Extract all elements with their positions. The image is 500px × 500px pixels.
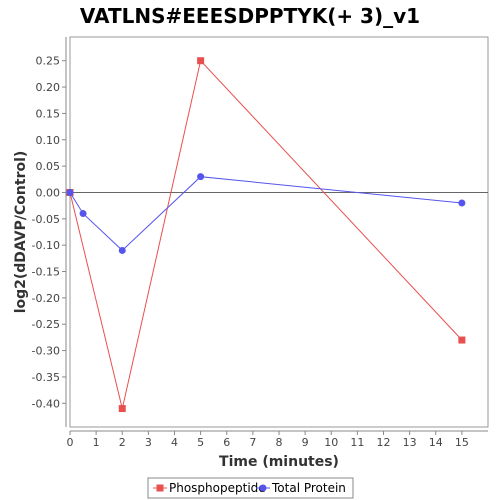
y-axis-label: log2(dDAVP/Control) <box>13 151 29 314</box>
legend-box <box>147 477 354 499</box>
y-tick-label: -0.35 <box>32 371 60 384</box>
chart-title: VATLNS#EEESDPPTYK(+ 3)_v1 <box>80 4 420 28</box>
y-tick-label: -0.05 <box>32 213 60 226</box>
x-tick-label: 14 <box>429 436 443 449</box>
data-point <box>118 405 126 413</box>
y-tick-label: -0.10 <box>32 239 60 252</box>
y-tick-label: 0.10 <box>36 134 61 147</box>
x-tick-label: 3 <box>145 436 152 449</box>
x-tick-label: 1 <box>93 436 100 449</box>
x-tick-label: 0 <box>67 436 74 449</box>
data-point <box>458 336 466 344</box>
y-tick-label: -0.40 <box>32 397 60 410</box>
y-tick-label: -0.15 <box>32 266 60 279</box>
x-tick-label: 2 <box>119 436 126 449</box>
data-point <box>118 246 126 254</box>
y-tick-label: -0.20 <box>32 292 60 305</box>
x-tick-label: 7 <box>249 436 256 449</box>
x-tick-label: 13 <box>403 436 417 449</box>
legend-marker <box>156 484 164 492</box>
x-tick-label: 10 <box>324 436 338 449</box>
data-point <box>458 199 466 207</box>
data-point <box>66 188 74 196</box>
x-tick-label: 11 <box>350 436 364 449</box>
x-tick-label: 12 <box>377 436 391 449</box>
x-tick-label: 15 <box>455 436 469 449</box>
y-tick-label: 0.25 <box>36 55 61 68</box>
y-tick-label: 0.20 <box>36 81 61 94</box>
y-tick-label: -0.30 <box>32 345 60 358</box>
data-point <box>197 173 205 181</box>
legend-label: Total Protein <box>271 481 346 495</box>
x-tick-label: 9 <box>302 436 309 449</box>
legend-label: Phosphopeptide <box>169 481 266 495</box>
x-tick-label: 8 <box>276 436 283 449</box>
y-tick-label: 0.05 <box>36 160 61 173</box>
legend-marker <box>259 484 267 492</box>
series-line <box>69 59 463 409</box>
data-point <box>197 57 205 65</box>
x-tick-label: 6 <box>223 436 230 449</box>
x-axis-label: Time (minutes) <box>219 454 339 470</box>
y-tick-label: -0.25 <box>32 318 60 331</box>
x-tick-label: 4 <box>171 436 178 449</box>
x-tick-label: 5 <box>197 436 204 449</box>
y-tick-label: 0.15 <box>36 107 61 120</box>
plot-area <box>69 36 489 428</box>
y-tick-label: 0.00 <box>36 186 61 199</box>
data-point <box>79 210 87 218</box>
